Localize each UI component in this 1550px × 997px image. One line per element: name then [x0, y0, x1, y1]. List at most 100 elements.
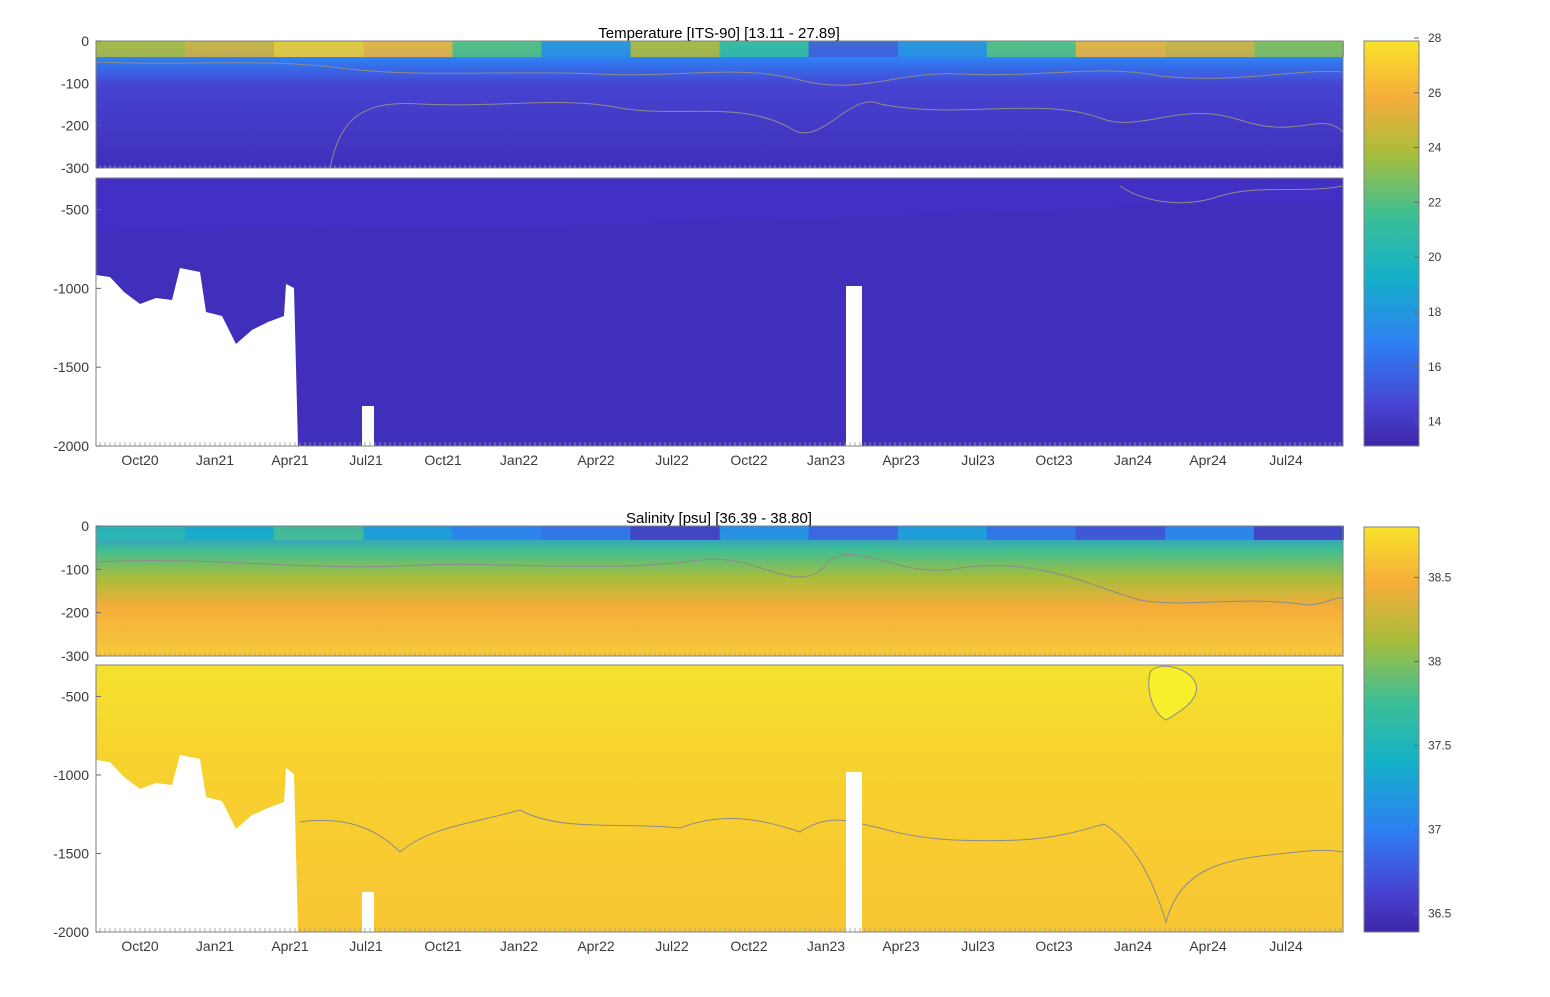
surface-cell: [808, 41, 899, 57]
salinity-missing-data-jul21: [362, 892, 374, 932]
xtick-label: Jan21: [196, 938, 234, 954]
colorbar-tick-label: 14: [1428, 415, 1442, 429]
temperature-contour-upper: [95, 61, 1344, 86]
ytick-label: -2000: [53, 924, 89, 940]
salinity-colorbar-ticks: 36.5 37 37.5 38 38.5: [1414, 570, 1452, 921]
ytick-label: -1000: [53, 280, 89, 296]
temperature-missing-data-early: [96, 268, 298, 446]
temperature-missing-data-jul21: [362, 406, 374, 446]
temperature-colorbar-frame: [1363, 40, 1420, 447]
xtick-label: Jan22: [500, 452, 538, 468]
colorbar-tick-label: 16: [1428, 360, 1442, 374]
xtick-label: Jul23: [961, 938, 995, 954]
xtick-label: Oct22: [730, 452, 768, 468]
surface-cell: [986, 526, 1077, 540]
xtick-label: Jan23: [807, 938, 845, 954]
xtick-label: Apr24: [1189, 452, 1227, 468]
ytick-label: 0: [81, 518, 89, 534]
surface-cell: [96, 41, 187, 57]
temperature-surface-layer: [96, 41, 1344, 57]
xtick-label: Jul21: [349, 938, 383, 954]
temperature-colorbar-fill: [1364, 41, 1419, 446]
surface-cell: [274, 526, 365, 540]
surface-cell: [274, 41, 365, 57]
salinity-upper-yaxis: 0 -100 -200 -300: [61, 518, 101, 664]
surface-cell: [541, 526, 632, 540]
surface-cell: [363, 526, 454, 540]
salinity-title: Salinity [psu] [36.39 - 38.80]: [626, 510, 812, 527]
surface-cell: [541, 41, 632, 57]
ytick-label: -1500: [53, 845, 89, 861]
surface-cell: [897, 526, 988, 540]
salinity-chart: Salinity [psu] [36.39 - 38.80] 0 -100 -200…: [53, 510, 1451, 954]
salinity-lower-panel: -500 -1000 -1500 -2000 Oct20 Jan21 Apr21 Jul21…: [53, 653, 1344, 954]
colorbar-tick-label: 22: [1428, 195, 1442, 209]
salinity-colorbar: 36.5 37 37.5 38 38.5: [1363, 526, 1452, 933]
xtick-label: Jul23: [961, 452, 995, 468]
xtick-label: Apr23: [882, 938, 920, 954]
xtick-label: Apr21: [271, 938, 309, 954]
ytick-label: -500: [61, 688, 89, 704]
temperature-lower-frame: [95, 177, 1344, 447]
xtick-label: Jul24: [1269, 452, 1303, 468]
xtick-label: Jul24: [1269, 938, 1303, 954]
surface-cell: [719, 41, 810, 57]
salinity-missing-data-early: [96, 755, 298, 932]
colorbar-tick-label: 28: [1428, 31, 1442, 45]
temperature-lower-warm-band: [96, 178, 1343, 232]
salinity-xaxis: Oct20 Jan21 Apr21 Jul21 Oct21 Jan22 Apr22 Jul22…: [99, 653, 1341, 954]
salinity-upper-panel: 0 -100 -200 -300: [61, 518, 1344, 664]
surface-cell: [1075, 526, 1166, 540]
xtick-label: Jan24: [1114, 452, 1152, 468]
salinity-colorbar-frame: [1363, 526, 1420, 933]
ytick-label: -500: [61, 202, 89, 218]
xtick-label: Jul22: [655, 452, 689, 468]
surface-cell: [1253, 41, 1344, 57]
colorbar-tick-label: 37: [1428, 822, 1442, 836]
colorbar-tick-label: 37.5: [1428, 738, 1452, 752]
xtick-label: Apr21: [271, 452, 309, 468]
colorbar-tick-label: 20: [1428, 250, 1442, 264]
ytick-label: -300: [61, 648, 89, 664]
salinity-surface-layer: [96, 526, 1344, 540]
temperature-lower-contour: [1119, 185, 1344, 204]
xtick-label: Jul21: [349, 452, 383, 468]
temperature-upper-panel: 0 -100 -200 -300: [61, 33, 1344, 176]
xtick-label: Oct20: [121, 452, 159, 468]
salinity-lower-field: [96, 665, 1343, 932]
xtick-label: Apr22: [577, 938, 615, 954]
temperature-upper-frame: [95, 40, 1344, 169]
surface-cell: [719, 526, 810, 540]
xtick-label: Jan21: [196, 452, 234, 468]
xtick-label: Jan22: [500, 938, 538, 954]
temperature-upper-yaxis: 0 -100 -200 -300: [61, 33, 101, 176]
colorbar-tick-label: 18: [1428, 305, 1442, 319]
colorbar-tick-label: 38: [1428, 654, 1442, 668]
salinity-missing-data-jan23: [846, 772, 862, 932]
surface-cell: [1164, 526, 1255, 540]
salinity-lower-frame: [95, 664, 1344, 933]
colorbar-tick-label: 36.5: [1428, 907, 1452, 921]
surface-cell: [96, 526, 187, 540]
surface-cell: [452, 526, 543, 540]
surface-cell: [1164, 41, 1255, 57]
xtick-label: Apr24: [1189, 938, 1227, 954]
temperature-title: Temperature [ITS-90] [13.11 - 27.89]: [598, 25, 840, 42]
surface-cell: [1253, 526, 1344, 540]
temperature-lower-yaxis: -500 -1000 -1500 -2000: [53, 202, 101, 454]
temperature-xaxis: Oct20 Jan21 Apr21 Jul21 Oct21 Jan22 Apr22 Jul22…: [99, 165, 1341, 468]
surface-cell: [1075, 41, 1166, 57]
colorbar-tick-label: 26: [1428, 86, 1442, 100]
xtick-label: Jan24: [1114, 938, 1152, 954]
ytick-label: -2000: [53, 438, 89, 454]
salinity-high-salinity-patch: [1148, 665, 1197, 721]
salinity-upper-field: [96, 526, 1343, 656]
xtick-label: Oct23: [1035, 452, 1073, 468]
ytick-label: -300: [61, 160, 89, 176]
surface-cell: [630, 41, 721, 57]
ytick-label: -1000: [53, 767, 89, 783]
ytick-label: 0: [81, 33, 89, 49]
temperature-colorbar: 14 16 18 20 22 24 26 28: [1363, 31, 1442, 447]
surface-cell: [363, 41, 454, 57]
